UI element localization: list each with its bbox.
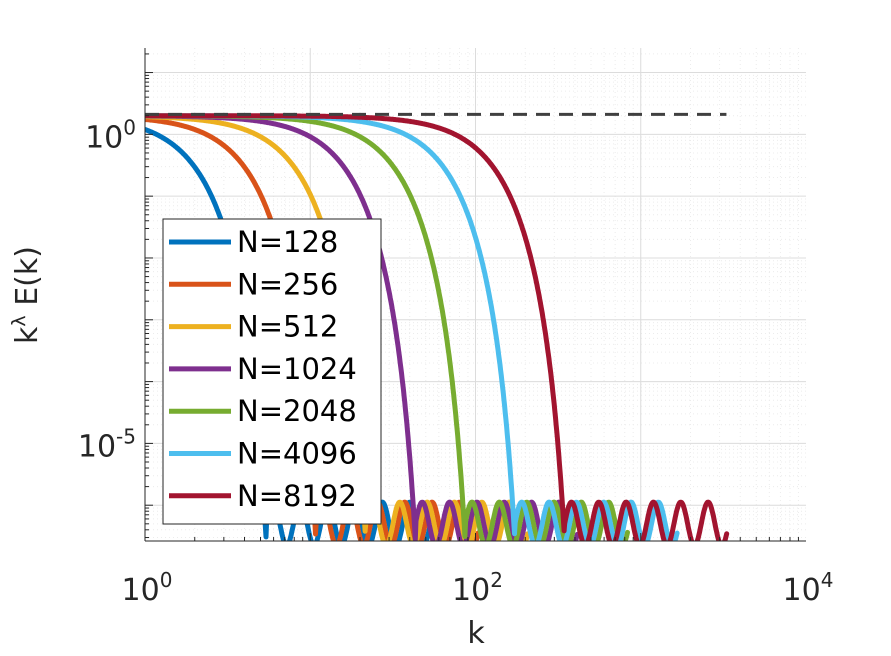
x-tick-label: 102	[452, 568, 503, 608]
y-tick-label: 100	[85, 115, 136, 155]
tick-label-base: 10	[452, 573, 490, 608]
x-tick-label: 100	[122, 568, 173, 608]
y-axis-label-main: k	[10, 326, 45, 344]
x-tick-labels: 100 102 104	[122, 568, 834, 608]
y-axis-label-sup: λ	[8, 315, 30, 326]
legend-label: N=512	[237, 310, 338, 344]
tick-label-base: 10	[85, 120, 123, 155]
legend-label: N=1024	[237, 352, 357, 386]
legend: N=128 N=256 N=512 N=1024 N=2048 N=4096 N=8192	[162, 218, 382, 525]
legend-label: N=128	[237, 225, 338, 259]
tick-label-base: 10	[783, 573, 821, 608]
legend-label: N=2048	[237, 394, 357, 428]
tick-label-exponent: 2	[490, 568, 503, 592]
tick-label-base: 10	[122, 573, 160, 608]
y-tick-label: 10-5	[78, 424, 136, 464]
tick-label-exponent: 0	[160, 568, 173, 592]
tick-label-base: 10	[78, 429, 116, 464]
legend-label: N=8192	[237, 479, 357, 513]
legend-label: N=4096	[237, 437, 357, 471]
legend-label: N=256	[237, 267, 338, 301]
x-axis-label: k	[467, 616, 485, 651]
tick-label-exponent: -5	[116, 424, 136, 448]
x-tick-label: 104	[783, 568, 834, 608]
tick-label-exponent: 4	[821, 568, 834, 592]
tick-label-exponent: 0	[123, 115, 136, 139]
y-axis-label: kλ E(k)	[8, 246, 45, 344]
y-axis-label-rest: E(k)	[10, 246, 45, 315]
axes-box	[144, 48, 806, 542]
legend-box	[162, 218, 382, 525]
series-line-n-128	[145, 127, 433, 541]
